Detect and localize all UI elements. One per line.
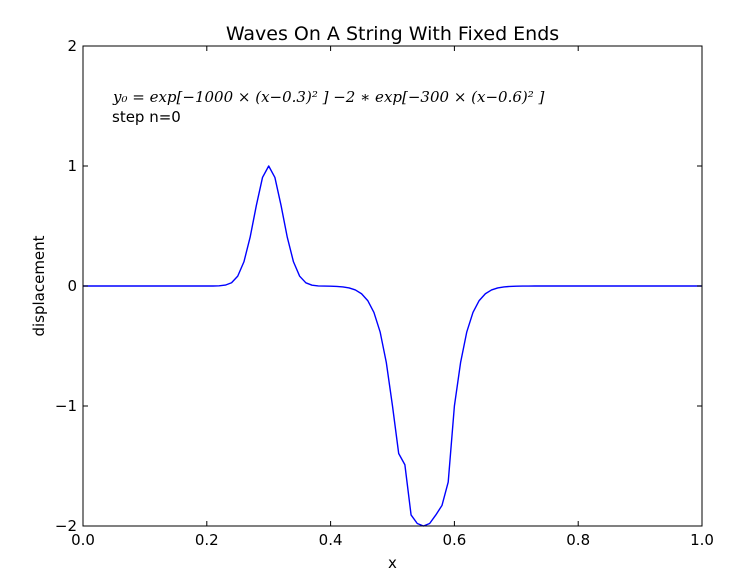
y-tick-label: −1 bbox=[55, 397, 77, 415]
chart-title: Waves On A String With Fixed Ends bbox=[226, 23, 559, 45]
x-tick-label: 0.0 bbox=[71, 531, 95, 549]
series-layer bbox=[83, 165, 702, 527]
y-axis: 2 1 0 −1 −2 bbox=[55, 37, 702, 535]
y-tick-label: 0 bbox=[67, 277, 77, 295]
step-annotation: step n=0 bbox=[112, 108, 181, 126]
x-axis: 0.0 0.2 0.4 0.6 0.8 1.0 bbox=[71, 46, 714, 549]
x-axis-label: x bbox=[388, 554, 397, 572]
x-tick-label: 0.6 bbox=[442, 531, 466, 549]
y-tick-label: 2 bbox=[67, 37, 77, 55]
y-tick-label: −2 bbox=[55, 517, 77, 535]
x-tick-label: 0.2 bbox=[195, 531, 219, 549]
x-tick-label: 1.0 bbox=[690, 531, 714, 549]
series-line-0 bbox=[83, 165, 702, 527]
formula-annotation: y₀ = exp[−1000 × (x−0.3)² ] −2 ∗ exp[−30… bbox=[112, 88, 545, 106]
x-tick-label: 0.4 bbox=[319, 531, 343, 549]
y-tick-label: 1 bbox=[67, 157, 77, 175]
x-tick-label: 0.8 bbox=[566, 531, 590, 549]
y-axis-label: displacement bbox=[30, 235, 48, 336]
